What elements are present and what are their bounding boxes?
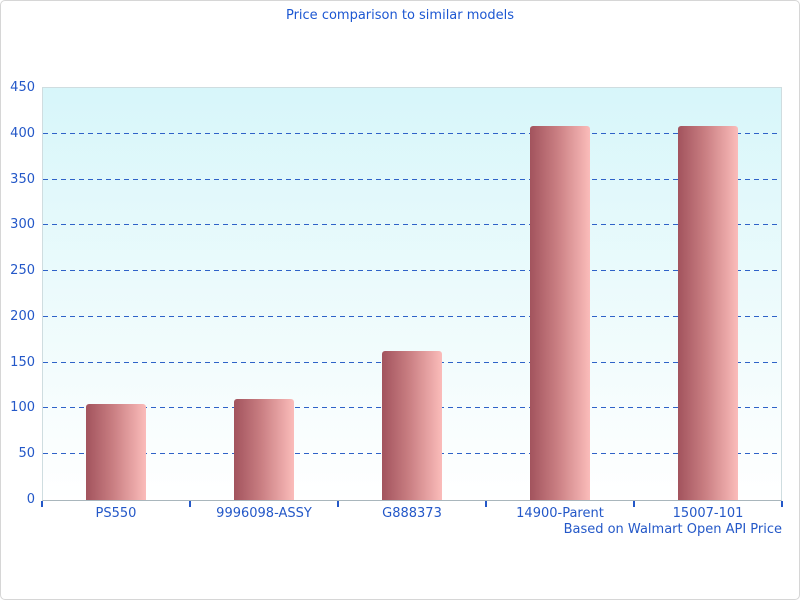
y-tick-label: 350 [10, 172, 35, 187]
x-tick-mark [633, 501, 635, 507]
chart-title: Price comparison to similar models [285, 8, 515, 23]
bar-PS550 [86, 404, 146, 500]
x-tick-mark [337, 501, 339, 507]
y-tick-label: 250 [10, 263, 35, 278]
x-tick-mark [189, 501, 191, 507]
gridline [43, 132, 781, 134]
x-category-label: PS550 [95, 506, 137, 521]
x-category-label: 15007-101 [672, 506, 744, 521]
y-tick-label: 400 [10, 126, 35, 141]
chart-footnote: Based on Walmart Open API Price [563, 522, 782, 537]
x-category-label: 14900-Parent [516, 506, 604, 521]
y-tick-label: 150 [10, 355, 35, 370]
x-tick-mark [485, 501, 487, 507]
bar-G888373 [382, 351, 442, 500]
gridline [43, 270, 781, 272]
y-tick-label: 50 [18, 446, 35, 461]
bar-15007-101 [678, 126, 738, 500]
y-tick-label: 450 [10, 80, 35, 95]
gridline [43, 315, 781, 317]
x-category-label: 9996098-ASSY [216, 506, 312, 521]
bar-14900-Parent [530, 126, 590, 500]
x-tick-mark [41, 501, 43, 507]
y-tick-label: 200 [10, 309, 35, 324]
x-category-label: G888373 [382, 506, 442, 521]
y-tick-label: 0 [26, 492, 35, 507]
plot-area [42, 87, 782, 501]
y-tick-label: 300 [10, 217, 35, 232]
y-tick-label: 100 [10, 400, 35, 415]
gridline [43, 224, 781, 226]
gridline [43, 178, 781, 180]
bar-9996098-ASSY [234, 399, 294, 500]
x-tick-mark [781, 501, 783, 507]
